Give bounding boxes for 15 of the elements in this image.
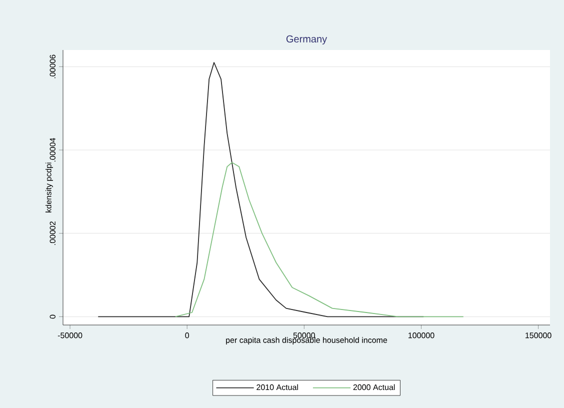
y-tick-label: .00006: [50, 54, 56, 78]
x-tick-label: -50000: [58, 332, 82, 338]
y-tick-label: .00002: [50, 222, 56, 245]
y-tick-label: .00004: [50, 138, 56, 162]
x-tick-label: 50000: [293, 332, 315, 338]
x-axis-title: per capita cash disposable household income: [226, 337, 388, 345]
legend-label: 2010 Actual: [256, 384, 298, 390]
x-tick-label: 100000: [408, 332, 434, 338]
y-tick-label: 0: [50, 314, 56, 319]
x-tick-label: 150000: [526, 332, 552, 338]
y-axis-title: kdensity pcdpi: [45, 162, 53, 212]
line-series: [174, 162, 464, 318]
chart-title: Germany: [286, 35, 328, 44]
x-tick-label: 0: [185, 332, 190, 338]
legend-label: 2000 Actual: [353, 384, 395, 390]
